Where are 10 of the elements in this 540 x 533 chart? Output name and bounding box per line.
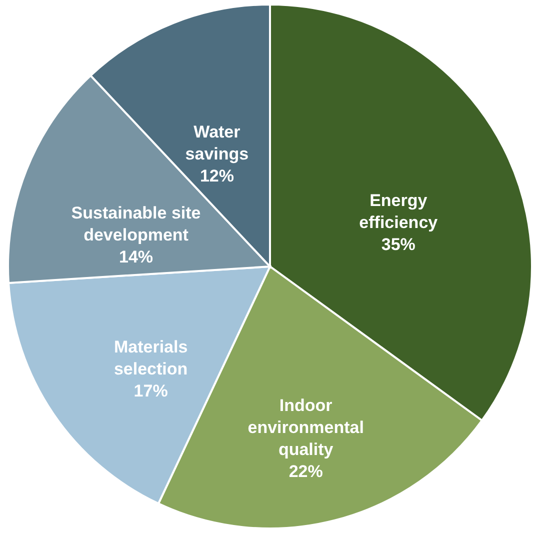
data-label: 22% (288, 462, 323, 482)
slice-label: Water savings (185, 122, 249, 164)
data-label: 12% (200, 166, 234, 186)
data-label: 17% (134, 381, 168, 400)
slice-label: Sustainable site development (71, 203, 201, 244)
data-label: 14% (119, 247, 154, 266)
slice-label: Materials selection (114, 337, 188, 378)
slice-label: Indoor environmental quality (248, 396, 364, 460)
data-label: 35% (381, 235, 416, 254)
slice-label: Energy efficiency (359, 191, 438, 232)
